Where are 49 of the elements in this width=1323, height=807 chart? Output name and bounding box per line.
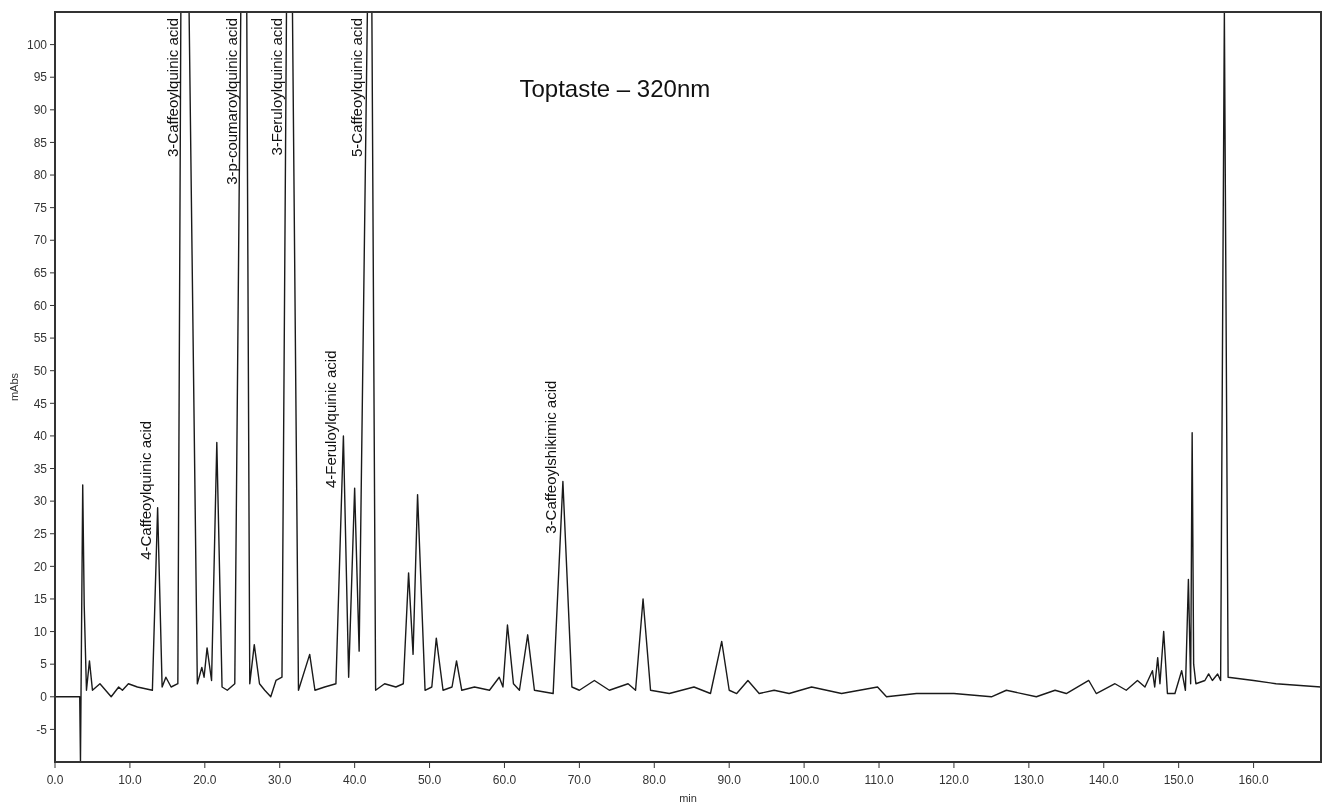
y-axis-title: mAbs: [8, 372, 20, 402]
y-tick-label: 35: [33, 461, 48, 476]
y-tick-label: 45: [33, 396, 48, 411]
annotation: 3-Feruloylquinic acid: [268, 18, 286, 156]
y-tick-label: 75: [33, 200, 48, 215]
annotation: 3-Caffeoylshikimic acid: [541, 380, 559, 534]
x-tick-label: 80.0: [642, 773, 667, 787]
annotation: 4-Caffeoylquinic acid: [136, 420, 154, 560]
y-tick-label: 80: [33, 168, 48, 183]
annotation: 3-Caffeoylquinic acid: [163, 18, 181, 157]
y-tick-label: 50: [33, 363, 48, 378]
x-tick-label: 30.0: [268, 773, 292, 787]
x-tick-label: 0.0: [46, 773, 64, 787]
y-tick-label: 85: [33, 135, 48, 150]
y-tick-label: 60: [33, 298, 48, 313]
x-tick-label: 160.0: [1238, 773, 1269, 787]
x-tick-label: 90.0: [717, 773, 742, 787]
x-tick-label: 130.0: [1013, 773, 1045, 787]
x-axis-title: min: [679, 792, 697, 804]
y-tick-label: 30: [33, 494, 48, 509]
x-tick-label: 120.0: [938, 773, 970, 787]
y-tick-label: 5: [40, 657, 48, 672]
y-tick-label: 15: [33, 592, 48, 607]
x-tick-label: 20.0: [193, 773, 217, 787]
y-tick-label: 100: [26, 37, 48, 52]
annotation: 3-p-coumaroylquinic acid: [222, 18, 240, 185]
x-tick-label: 110.0: [864, 773, 894, 787]
y-tick-label: 55: [33, 331, 48, 346]
y-tick-label: 70: [33, 233, 48, 248]
y-tick-label: 40: [33, 429, 48, 444]
x-tick-label: 140.0: [1088, 773, 1120, 787]
x-tick-label: 50.0: [417, 773, 442, 787]
y-tick-label: 0: [40, 689, 48, 704]
y-tick-label: -5: [36, 722, 48, 737]
annotation: 4-Feruloylquinic acid: [322, 350, 340, 489]
annotation: 5-Caffeoylquinic acid: [347, 18, 365, 157]
x-tick-label: 60.0: [492, 773, 517, 787]
y-tick-label: 20: [33, 559, 48, 574]
y-tick-label: 10: [33, 624, 48, 639]
text: Toptaste – 320nm: [519, 74, 711, 102]
x-tick-label: 150.0: [1163, 773, 1195, 787]
y-tick-label: 25: [33, 526, 48, 541]
x-tick-label: 100.0: [789, 773, 820, 787]
x-tick-label: 10.0: [118, 773, 142, 787]
y-tick-label: 95: [33, 70, 48, 85]
x-tick-label: 40.0: [342, 773, 367, 787]
y-tick-label: 65: [33, 266, 48, 281]
x-tick-label: 70.0: [567, 773, 592, 787]
y-tick-label: 90: [33, 103, 48, 118]
